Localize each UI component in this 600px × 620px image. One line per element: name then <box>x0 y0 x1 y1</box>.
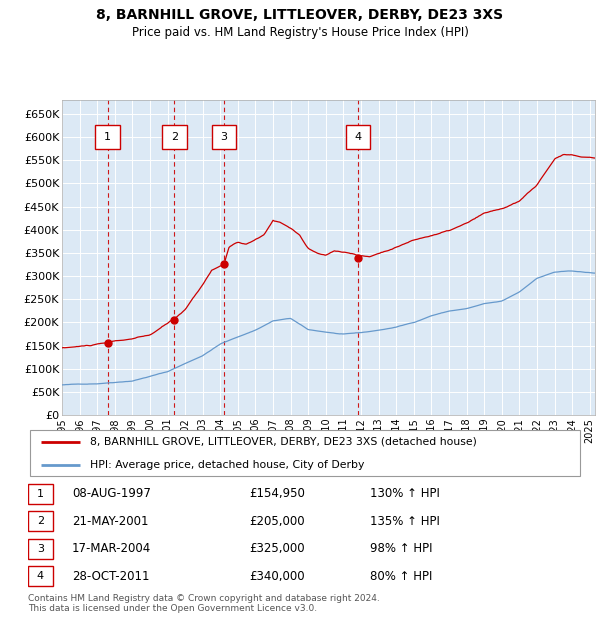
Text: 8, BARNHILL GROVE, LITTLEOVER, DERBY, DE23 3XS: 8, BARNHILL GROVE, LITTLEOVER, DERBY, DE… <box>97 8 503 22</box>
FancyBboxPatch shape <box>28 484 53 503</box>
Text: 28-OCT-2011: 28-OCT-2011 <box>72 570 149 583</box>
Text: 17-MAR-2004: 17-MAR-2004 <box>72 542 151 556</box>
Text: Price paid vs. HM Land Registry's House Price Index (HPI): Price paid vs. HM Land Registry's House … <box>131 26 469 39</box>
Text: 3: 3 <box>37 544 44 554</box>
Text: £205,000: £205,000 <box>249 515 304 528</box>
Text: 21-MAY-2001: 21-MAY-2001 <box>72 515 149 528</box>
FancyBboxPatch shape <box>95 125 120 149</box>
Text: 80% ↑ HPI: 80% ↑ HPI <box>370 570 433 583</box>
Text: 3: 3 <box>221 132 227 142</box>
Text: 08-AUG-1997: 08-AUG-1997 <box>72 487 151 500</box>
Text: 4: 4 <box>355 132 362 142</box>
Text: HPI: Average price, detached house, City of Derby: HPI: Average price, detached house, City… <box>91 459 365 469</box>
Text: 8, BARNHILL GROVE, LITTLEOVER, DERBY, DE23 3XS (detached house): 8, BARNHILL GROVE, LITTLEOVER, DERBY, DE… <box>91 436 478 446</box>
FancyBboxPatch shape <box>346 125 370 149</box>
Text: 98% ↑ HPI: 98% ↑ HPI <box>370 542 433 556</box>
FancyBboxPatch shape <box>28 539 53 559</box>
Text: £340,000: £340,000 <box>249 570 304 583</box>
Text: 2: 2 <box>171 132 178 142</box>
FancyBboxPatch shape <box>212 125 236 149</box>
Text: 4: 4 <box>37 571 44 582</box>
Text: Contains HM Land Registry data © Crown copyright and database right 2024.
This d: Contains HM Land Registry data © Crown c… <box>28 594 380 613</box>
Text: 135% ↑ HPI: 135% ↑ HPI <box>370 515 440 528</box>
Text: 1: 1 <box>37 489 44 498</box>
FancyBboxPatch shape <box>28 512 53 531</box>
FancyBboxPatch shape <box>30 430 580 476</box>
Text: 130% ↑ HPI: 130% ↑ HPI <box>370 487 440 500</box>
FancyBboxPatch shape <box>28 566 53 586</box>
FancyBboxPatch shape <box>162 125 187 149</box>
Text: £154,950: £154,950 <box>249 487 305 500</box>
Text: £325,000: £325,000 <box>249 542 304 556</box>
Text: 2: 2 <box>37 516 44 526</box>
Text: 1: 1 <box>104 132 111 142</box>
